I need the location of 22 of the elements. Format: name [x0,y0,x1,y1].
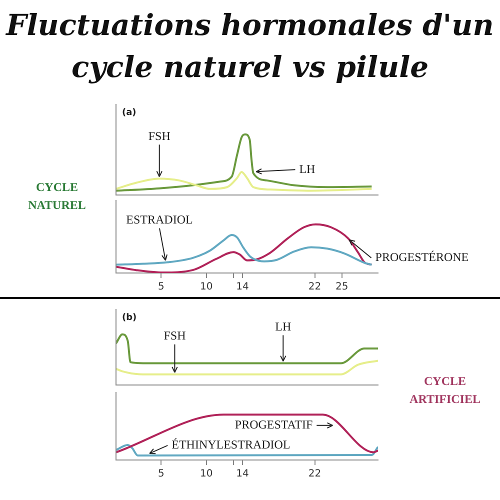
x-tick-label: 25 [335,282,348,293]
x-tick-label: 5 [158,468,164,480]
x-tick-label: 10 [200,282,213,293]
text: LH [275,319,292,334]
text: (b) [122,312,137,323]
x-tick-label: 22 [308,282,322,293]
text: CYCLE NATUREL [27,179,87,214]
series-label: PROGESTÉRONE [375,250,469,264]
x-tick-label: 5 [158,282,164,293]
series-label: LH [299,162,316,176]
text: FSH [148,128,171,143]
series-label: PROGESTATIF [234,418,313,432]
x-tick-label: 22 [308,468,322,480]
text: (a) [122,108,136,118]
text: FSH [164,328,186,343]
text: ESTRADIOL [126,212,193,226]
x-tick-label: 14 [236,282,249,293]
x-tick-label: 14 [236,468,249,480]
text: CYCLE ARTIFICIEL [408,373,482,408]
series-label: ÉTHINYLESTRADIOL [172,438,290,452]
chart-title: Fluctuations hormonales d'un cycle naturel vs pilule [4,7,495,86]
x-tick-label: 10 [200,468,213,480]
